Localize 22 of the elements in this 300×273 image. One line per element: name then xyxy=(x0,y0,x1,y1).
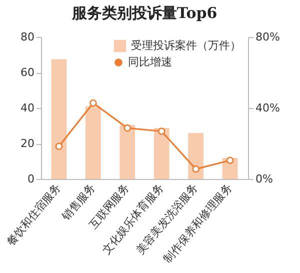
point xyxy=(55,142,63,150)
y-tick-label: 40 xyxy=(20,102,34,114)
y-tick-label: 60 xyxy=(20,66,34,79)
y-tick-label: 80 xyxy=(20,30,34,44)
legend-label: 同比增速 xyxy=(128,56,172,68)
point xyxy=(192,165,200,173)
y-tick-label: 20 xyxy=(20,137,34,150)
point xyxy=(124,124,132,132)
point xyxy=(226,156,234,164)
point xyxy=(90,99,97,107)
bar xyxy=(51,59,67,179)
bar xyxy=(120,125,136,179)
point xyxy=(158,128,166,135)
legend-label: 受理投诉案件（万件） xyxy=(131,39,241,52)
y2-tick-label: 80% xyxy=(256,30,280,44)
bar xyxy=(154,128,170,179)
bar xyxy=(85,106,101,179)
chart-title: 服务类别投诉量Top6 xyxy=(70,4,218,22)
bar xyxy=(188,133,204,179)
y2-tick-label: 40% xyxy=(256,102,280,114)
y2-tick-label: 0% xyxy=(256,172,273,186)
y-tick-label: 0 xyxy=(28,172,34,186)
